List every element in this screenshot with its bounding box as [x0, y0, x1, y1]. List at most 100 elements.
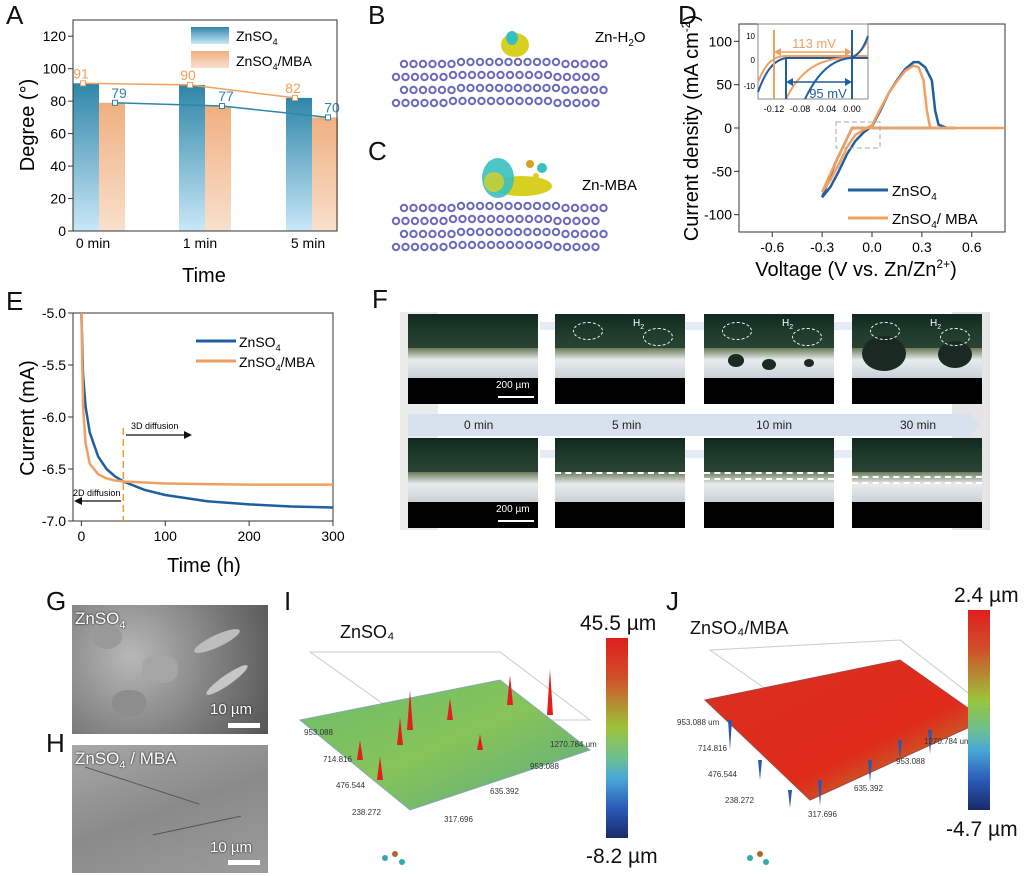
surface-pit	[818, 780, 822, 806]
zn-atom	[591, 216, 600, 226]
y-tick-label: -5.0	[42, 305, 66, 321]
zn-atom	[420, 242, 429, 252]
surface-peak	[477, 734, 483, 750]
zn-atom	[570, 203, 580, 213]
axis-tick: 317.696	[444, 815, 473, 824]
time-label: 0 min	[464, 418, 494, 432]
y-tick-label: 20	[50, 191, 66, 207]
legend-label-znso4: ZnSO4	[239, 334, 281, 353]
sem-label: ZnSO4 / MBA	[75, 749, 177, 772]
zn-atom	[437, 203, 447, 213]
thickness-dashed-line	[852, 476, 982, 478]
zn-atom	[401, 98, 410, 108]
line-marker	[219, 103, 225, 110]
zn-atom	[420, 72, 429, 82]
time-label: 10 min	[756, 418, 793, 432]
axis-tick: 714.816	[323, 755, 352, 764]
zn-atom	[410, 216, 420, 226]
zn-atom	[477, 214, 486, 224]
zn-atom	[485, 227, 494, 237]
zn-mba-label: Zn-MBA	[582, 177, 637, 194]
zn-atom	[504, 227, 513, 237]
grid-box	[308, 651, 592, 721]
inset-xtick: -0.08	[790, 104, 811, 114]
colorbar-min-label: -8.2 µm	[586, 845, 658, 868]
zn-atom	[542, 57, 551, 67]
h2-label: H2	[930, 318, 942, 331]
zn-atom	[562, 216, 572, 226]
zn-atom	[581, 98, 591, 108]
mba-atom	[526, 160, 534, 168]
zinc-layer	[555, 348, 685, 378]
zn-atom	[466, 227, 475, 237]
zinc-layer	[704, 472, 834, 502]
surface-pit	[868, 760, 872, 782]
zinc-layer	[555, 472, 685, 502]
zn-atom	[466, 57, 475, 67]
time-label: 30 min	[900, 418, 937, 432]
surface-title-znso4-mba: ZnSO₄/MBA	[690, 618, 789, 638]
zn-atom	[418, 229, 428, 239]
zn-atom	[458, 240, 467, 250]
zn-atom	[485, 83, 494, 93]
legend-label-znso4: ZnSO4	[236, 28, 278, 47]
scale-bar-label: 10 µm	[210, 701, 252, 718]
arrowhead	[184, 431, 192, 439]
zn-atom	[534, 70, 543, 80]
legend-swatch-znso4	[191, 27, 229, 44]
arrowhead	[74, 497, 82, 505]
bar-znso4-mba	[312, 117, 338, 231]
zn-atom	[504, 57, 513, 67]
axis-tick: 1270.784 um	[924, 737, 971, 746]
line-marker	[325, 114, 331, 121]
scale-bar	[228, 860, 260, 865]
annotation-2d-diffusion: 2D diffusion	[73, 488, 120, 498]
x-axis-label: Time (h)	[167, 555, 241, 577]
panel-label-a: A	[6, 0, 24, 30]
chart-a: 91 90 82 79 77 70 0 20 40 60 80 100 120 0 min 1 min 5…	[17, 19, 340, 287]
zn-atom	[477, 240, 486, 250]
series-line-znso4-mba	[80, 312, 333, 486]
zn-atom	[513, 227, 523, 237]
zn-atom	[418, 203, 428, 213]
x-tick-label: 1 min	[183, 235, 217, 251]
zn-atom	[448, 96, 458, 106]
y-tick-label: 60	[50, 126, 66, 142]
chart-e: -5.0 -5.5 -6.0 -6.5 -7.0 0 100 200 300 3D diffu…	[17, 305, 345, 577]
time-label: 5 min	[612, 418, 642, 432]
zn-atom	[486, 240, 496, 250]
panel-label-g: G	[46, 586, 67, 616]
zn-atom	[570, 59, 580, 69]
y-tick-label: -6.5	[42, 461, 66, 477]
zn-atom	[477, 96, 486, 106]
zn-atom	[439, 98, 448, 108]
data-label: 70	[324, 99, 340, 115]
zn-atom	[429, 72, 439, 82]
zn-atom	[420, 216, 429, 226]
panel-label-d: D	[678, 0, 697, 30]
zn-atom	[551, 83, 561, 93]
surface-pit	[898, 740, 902, 760]
zn-atom	[532, 201, 542, 211]
sem-label: ZnSO4	[75, 609, 126, 632]
x-tick-label: 0.6	[962, 239, 982, 255]
zn-atom	[580, 59, 589, 69]
h2-bubble-outline	[870, 322, 900, 340]
legend-label-znso4-mba: ZnSO4/ MBA	[892, 211, 978, 231]
zn-atom	[504, 83, 513, 93]
zn-atom	[591, 72, 600, 82]
surface	[703, 659, 986, 801]
axis-tick: 238.272	[352, 808, 381, 817]
zn-atom	[466, 201, 475, 211]
line-marker	[80, 80, 86, 87]
zn-atom	[494, 227, 504, 237]
zn-atom	[409, 85, 418, 95]
zn-atom	[542, 227, 551, 237]
zn-atom	[572, 72, 581, 82]
colorbar-max-label: 2.4 µm	[954, 584, 1019, 607]
zn-atom	[399, 203, 409, 213]
zn-atom	[553, 216, 562, 226]
zn-atom	[410, 98, 420, 108]
inset-plot: 113 mV 95 mV 10 0 -10 -0.12 -0.08 -0.04 …	[743, 23, 869, 114]
x-tick-label: 5 min	[291, 235, 325, 251]
